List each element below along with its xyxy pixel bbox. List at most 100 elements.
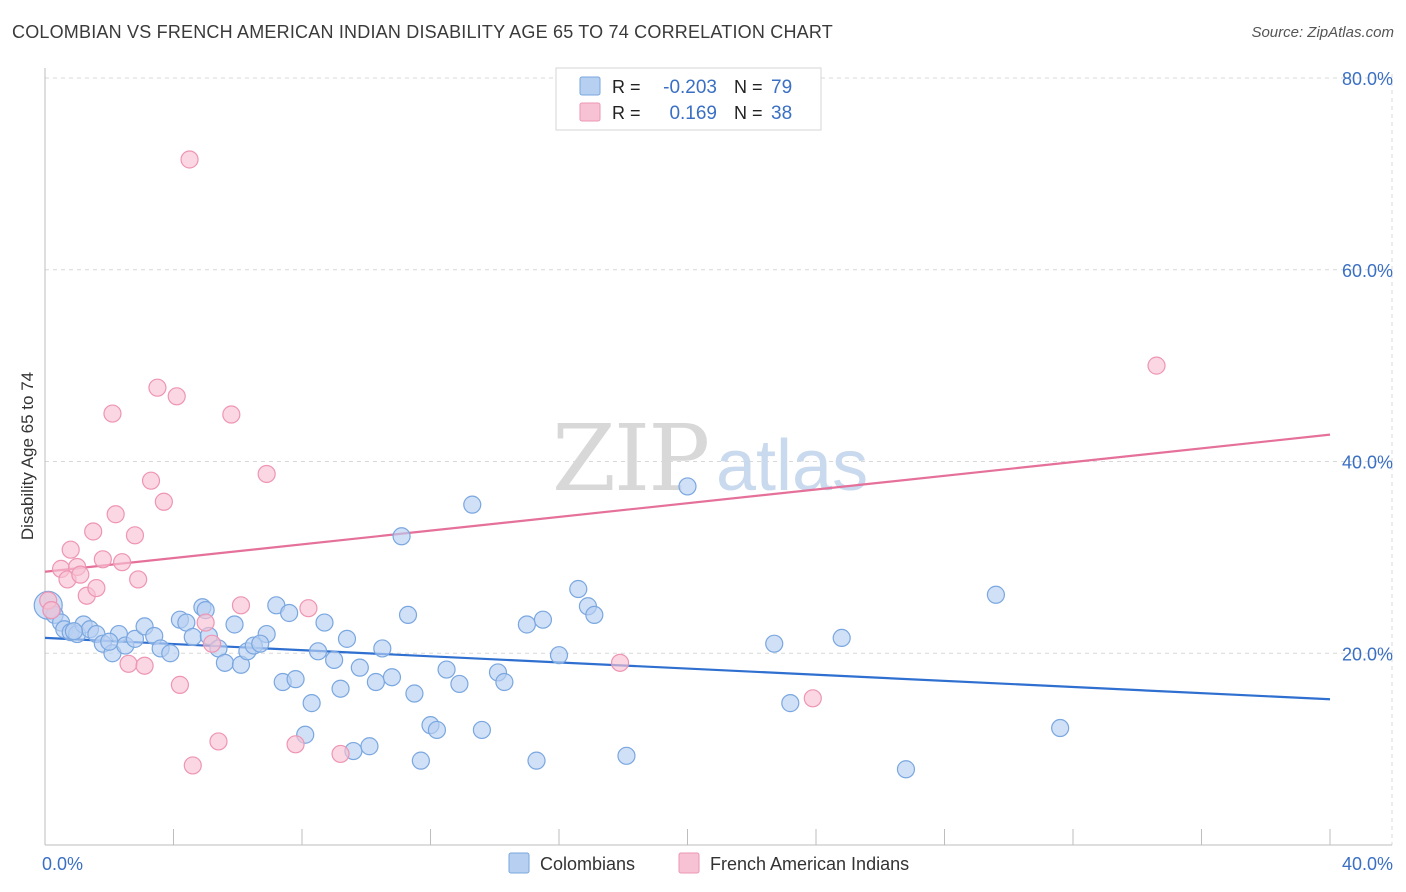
french-american-indians-point-20 <box>154 492 173 511</box>
colombians-point-32 <box>280 603 299 623</box>
french-american-indians-point-36 <box>1147 356 1166 375</box>
legend: Colombians French American Indians <box>508 852 909 874</box>
colombians-point-40 <box>337 629 357 648</box>
colombians-point-68 <box>765 634 784 653</box>
colombians-point-72 <box>986 585 1006 604</box>
colombians-point-52 <box>427 720 447 740</box>
colombians-point-69 <box>781 694 800 713</box>
tick-labels: 20.0% 40.0% 60.0% 80.0% 0.0% 40.0% <box>42 69 1393 874</box>
colombians-point-62 <box>549 646 569 665</box>
y-tick-label-0: 20.0% <box>1342 644 1393 664</box>
trend-line-french-american-indians <box>44 433 1331 573</box>
stats-n-value-2: 38 <box>771 103 792 124</box>
french-american-indians-point-12 <box>106 505 125 524</box>
french-american-indians-point-35 <box>803 689 822 708</box>
x-tick-label-0: 0.0% <box>42 854 83 874</box>
colombians-point-60 <box>527 751 546 770</box>
colombians-point-44 <box>366 672 385 692</box>
colombians-point-45 <box>373 639 392 658</box>
colombians-point-53 <box>437 660 456 679</box>
watermark-atlas: atlas <box>716 426 868 506</box>
french-american-indians-point-4 <box>61 540 80 559</box>
french-american-indians-point-24 <box>180 150 199 169</box>
colombians-point-56 <box>472 720 491 740</box>
y-tick-label-3: 80.0% <box>1342 69 1393 89</box>
chart-title: COLOMBIAN VS FRENCH AMERICAN INDIAN DISA… <box>12 22 833 42</box>
colombians-point-59 <box>517 615 536 634</box>
colombians-point-47 <box>392 527 411 546</box>
colombians-point-33 <box>286 670 305 689</box>
y-tick-label-2: 60.0% <box>1342 261 1393 281</box>
legend-swatch-french-american-indians <box>678 852 700 874</box>
axes <box>44 68 1392 846</box>
colombians-point-38 <box>325 650 344 670</box>
colombians-point-70 <box>832 628 851 648</box>
stats-n-value-1: 79 <box>771 77 792 98</box>
colombians-point-50 <box>411 751 430 770</box>
stats-swatch-blue <box>579 76 601 96</box>
colombians-point-24 <box>215 653 234 672</box>
colombians-point-36 <box>308 642 328 661</box>
french-american-indians-point-27 <box>209 732 228 751</box>
stats-r-label-2: R = <box>612 103 641 123</box>
stats-box: R = -0.203 N = 79 R = 0.169 N = 38 <box>555 67 822 131</box>
x-tick-label-1: 40.0% <box>1342 854 1393 874</box>
colombians-point-78 <box>251 634 270 653</box>
french-american-indians-point-11 <box>103 404 122 423</box>
french-american-indians-point-16 <box>129 570 148 589</box>
colombians-points <box>33 477 1070 779</box>
colombians-point-71 <box>896 760 916 779</box>
colombians-point-67 <box>678 477 697 496</box>
french-american-indians-point-9 <box>87 578 106 598</box>
legend-label-colombians: Colombians <box>540 854 635 874</box>
french-american-indians-point-14 <box>119 654 138 673</box>
colombians-point-61 <box>533 610 553 629</box>
french-american-indians-point-33 <box>331 744 350 764</box>
french-american-indians-point-10 <box>93 550 112 569</box>
stats-n-label-2: N = <box>734 103 763 123</box>
french-american-indians-point-31 <box>286 735 305 754</box>
source-label: Source: ZipAtlas.com <box>1251 24 1394 41</box>
french-american-indians-point-22 <box>170 675 190 694</box>
french-american-indians-points <box>39 97 1166 775</box>
french-american-indians-point-8 <box>84 522 103 541</box>
colombians-point-37 <box>315 613 334 632</box>
y-tick-label-1: 40.0% <box>1342 453 1393 473</box>
colombians-point-54 <box>450 674 469 694</box>
french-american-indians-point-29 <box>231 596 251 615</box>
colombians-point-73 <box>1051 718 1070 738</box>
colombians-point-55 <box>463 495 482 514</box>
stats-r-value-2: 0.169 <box>669 103 717 124</box>
french-american-indians-point-17 <box>135 656 154 675</box>
french-american-indians-point-21 <box>167 387 186 406</box>
colombians-point-25 <box>225 615 244 634</box>
colombians-point-20 <box>183 627 202 647</box>
colombians-point-65 <box>585 605 604 625</box>
legend-swatch-colombians <box>508 852 530 874</box>
colombians-point-39 <box>331 679 350 698</box>
french-american-indians-point-25 <box>196 613 215 632</box>
french-american-indians-point-19 <box>148 378 167 397</box>
y-axis-label: Disability Age 65 to 74 <box>18 372 37 540</box>
colombians-point-46 <box>382 668 402 687</box>
colombians-point-42 <box>350 658 369 677</box>
french-american-indians-point-15 <box>125 526 145 545</box>
french-american-indians-point-34 <box>610 653 630 672</box>
colombians-point-35 <box>302 694 321 713</box>
french-american-indians-point-28 <box>222 405 241 424</box>
stats-swatch-pink <box>579 102 601 122</box>
french-american-indians-point-18 <box>141 471 161 490</box>
french-american-indians-point-32 <box>299 599 318 618</box>
grid-lines <box>45 74 1393 845</box>
french-american-indians-point-26 <box>202 634 222 653</box>
french-american-indians-point-6 <box>71 565 90 584</box>
colombians-point-76 <box>100 632 119 651</box>
colombians-point-58 <box>495 672 514 692</box>
stats-r-label-1: R = <box>612 77 641 97</box>
colombians-point-63 <box>569 579 588 599</box>
colombians-point-66 <box>617 746 636 765</box>
french-american-indians-point-30 <box>257 464 276 484</box>
french-american-indians-point-1 <box>42 601 61 620</box>
colombians-point-48 <box>398 605 418 625</box>
